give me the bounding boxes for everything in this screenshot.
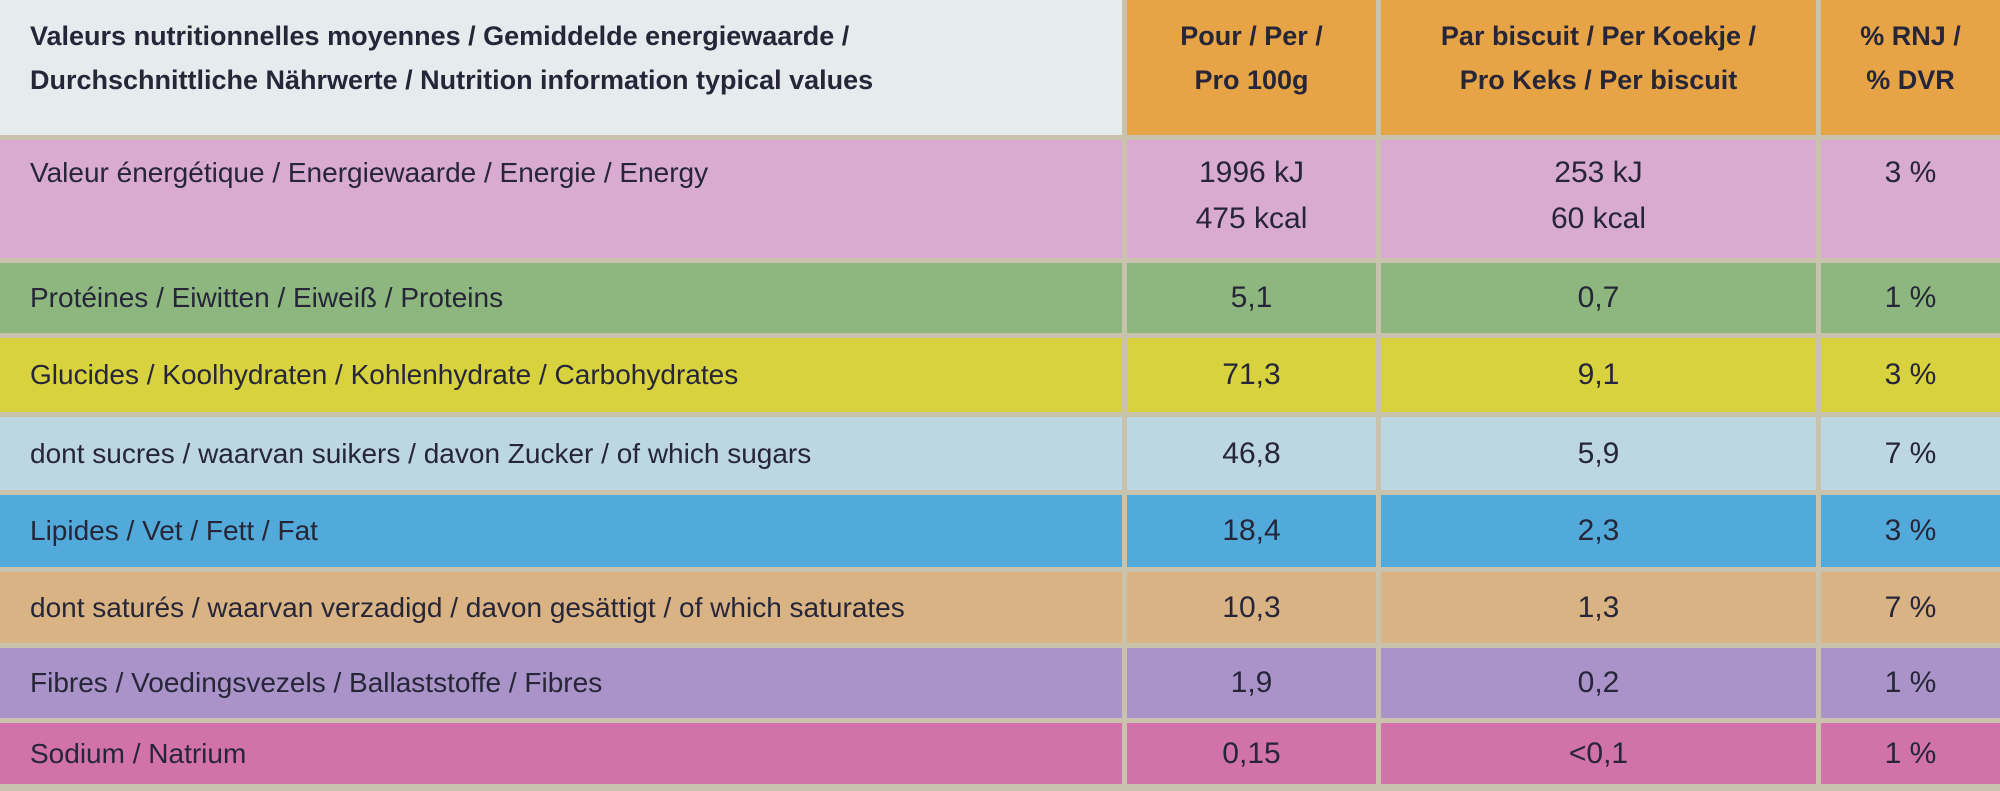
cell-line: Durchschnittliche Nährwerte / Nutrition … <box>30 65 874 95</box>
value-cell: <0,1 <box>1381 723 1816 784</box>
cell-line: Pro Keks / Per biscuit <box>1459 65 1738 95</box>
value-cell: 1 % <box>1821 263 2000 333</box>
value-cell: 1,3 <box>1381 572 1816 643</box>
cell-line: 60 kcal <box>1550 202 1647 235</box>
header-cell: Pour / Per / Pro 100g <box>1127 0 1376 135</box>
value-cell: 0,15 <box>1127 723 1376 784</box>
row-label: Valeur énergétique / Energiewaarde / Ene… <box>0 140 1122 258</box>
value-cell: 1 % <box>1821 648 2000 718</box>
value-cell: 71,3 <box>1127 338 1376 412</box>
value-cell: 5,1 <box>1127 263 1376 333</box>
value-cell: 3 % <box>1821 140 2000 258</box>
value-cell: 0,2 <box>1381 648 1816 718</box>
value-cell: 7 % <box>1821 417 2000 490</box>
cell-line: 1996 kJ <box>1198 156 1305 189</box>
value-cell: 2,3 <box>1381 495 1816 567</box>
value-cell: 5,9 <box>1381 417 1816 490</box>
row-label: Glucides / Koolhydraten / Kohlenhydrate … <box>0 338 1122 412</box>
value-cell: 3 % <box>1821 338 2000 412</box>
cell-line: % DVR <box>1866 65 1955 95</box>
cell-line: Par biscuit / Per Koekje / <box>1440 21 1757 51</box>
value-cell: 253 kJ 60 kcal <box>1381 140 1816 258</box>
value-cell: 46,8 <box>1127 417 1376 490</box>
value-cell: 1996 kJ 475 kcal <box>1127 140 1376 258</box>
row-label: Lipides / Vet / Fett / Fat <box>0 495 1122 567</box>
header-cell: Par biscuit / Per Koekje / Pro Keks / Per… <box>1381 0 1816 135</box>
value-cell: 10,3 <box>1127 572 1376 643</box>
value-cell: 1 % <box>1821 723 2000 784</box>
cell-line: % RNJ / <box>1860 21 1961 51</box>
row-label: Fibres / Voedingsvezels / Ballaststoffe … <box>0 648 1122 718</box>
row-label: dont saturés / waarvan verzadigd / davon… <box>0 572 1122 643</box>
value-cell: 7 % <box>1821 572 2000 643</box>
cell-line: 475 kcal <box>1195 202 1308 235</box>
row-label: dont sucres / waarvan suikers / davon Zu… <box>0 417 1122 490</box>
row-label: Protéines / Eiwitten / Eiweiß / Proteins <box>0 263 1122 333</box>
value-cell: 0,7 <box>1381 263 1816 333</box>
cell-line: Valeurs nutritionnelles moyennes / Gemid… <box>30 21 850 51</box>
value-cell: 18,4 <box>1127 495 1376 567</box>
cell-line: Pour / Per / <box>1180 21 1323 51</box>
value-cell: 3 % <box>1821 495 2000 567</box>
header-cell: % RNJ / % DVR <box>1821 0 2000 135</box>
cell-line: 253 kJ <box>1554 156 1643 189</box>
value-cell: 1,9 <box>1127 648 1376 718</box>
cell-line: Pro 100g <box>1194 65 1309 95</box>
header-cell: Valeurs nutritionnelles moyennes / Gemid… <box>0 0 1122 135</box>
value-cell: 9,1 <box>1381 338 1816 412</box>
row-label: Sodium / Natrium <box>0 723 1122 784</box>
